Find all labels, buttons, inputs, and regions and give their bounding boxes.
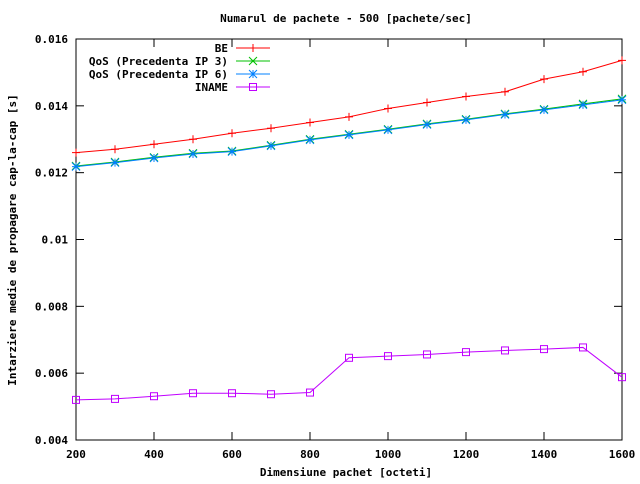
data-point <box>462 92 470 101</box>
data-point <box>188 149 198 159</box>
marker-stroke <box>344 130 354 140</box>
legend-label: BE <box>215 42 228 55</box>
data-point <box>72 148 80 157</box>
x-tick-label: 1600 <box>609 448 636 461</box>
data-point <box>150 140 158 149</box>
data-point <box>618 373 626 382</box>
y-tick-label: 0.014 <box>35 100 68 113</box>
x-tick-label: 800 <box>300 448 320 461</box>
data-point <box>111 394 119 403</box>
y-tick-label: 0.016 <box>35 33 68 46</box>
legend-marker <box>248 56 258 66</box>
data-point <box>539 105 549 115</box>
x-tick-label: 200 <box>66 448 86 461</box>
y-tick-label: 0.01 <box>42 234 69 247</box>
data-point <box>501 346 509 355</box>
chart-title: Numarul de pachete - 500 [pachete/sec] <box>220 12 472 25</box>
data-point <box>305 135 315 145</box>
data-point <box>540 345 548 354</box>
marker-stroke <box>461 115 471 125</box>
marker-stroke <box>266 141 276 151</box>
data-point <box>150 392 158 401</box>
y-tick-label: 0.006 <box>35 367 68 380</box>
data-point <box>110 158 120 167</box>
legend-marker <box>249 44 257 52</box>
marker-stroke <box>110 158 120 167</box>
series-0 <box>72 56 626 157</box>
data-point <box>345 112 353 121</box>
y-tick-label: 0.012 <box>35 167 68 180</box>
data-point <box>189 135 197 144</box>
data-point <box>306 118 314 127</box>
data-point <box>344 130 354 140</box>
legend-label: QoS (Precedenta IP 6) <box>89 68 228 81</box>
marker-stroke <box>422 120 432 129</box>
x-tick-label: 1200 <box>453 448 480 461</box>
legend-label: QoS (Precedenta IP 3) <box>89 55 228 68</box>
marker-stroke <box>383 125 393 135</box>
data-point <box>267 390 275 399</box>
marker-stroke <box>71 162 81 172</box>
data-point <box>345 353 353 362</box>
axes-layer: 0.004 0.006 0.008 0.01 0.012 0.014 0.016 200 400… <box>35 33 635 461</box>
x-tick-label: 1000 <box>375 448 402 461</box>
x-axis-label: Dimensiune pachet [octeti] <box>260 466 432 479</box>
data-point <box>578 100 588 110</box>
marker-stroke <box>188 149 198 159</box>
data-point <box>227 147 237 156</box>
data-point <box>423 350 431 359</box>
data-point <box>111 145 119 154</box>
data-point <box>617 95 627 105</box>
data-point <box>306 388 314 397</box>
data-point <box>500 110 510 119</box>
x-tick-label: 400 <box>144 448 164 461</box>
marker-stroke <box>539 105 549 115</box>
data-point <box>72 395 80 404</box>
marker-stroke <box>248 56 258 66</box>
marker-stroke <box>500 110 510 119</box>
data-point <box>383 125 393 135</box>
data-point <box>267 124 275 133</box>
x-tick-label: 600 <box>222 448 242 461</box>
data-point <box>266 141 276 151</box>
data-point <box>618 56 626 65</box>
legend-label: INAME <box>195 81 228 94</box>
x-tick-label: 1400 <box>531 448 558 461</box>
data-point <box>579 67 587 76</box>
data-point <box>228 129 236 138</box>
data-point <box>579 343 587 352</box>
series-layer <box>71 56 627 404</box>
data-point <box>149 153 159 163</box>
data-point <box>228 389 236 398</box>
data-point <box>423 98 431 107</box>
data-point <box>384 104 392 113</box>
marker-stroke <box>149 153 159 163</box>
data-point <box>422 120 432 129</box>
data-point <box>462 348 470 357</box>
y-tick-label: 0.008 <box>35 300 68 313</box>
series-3 <box>72 343 626 404</box>
series-2 <box>71 95 627 172</box>
data-point <box>71 162 81 172</box>
data-point <box>384 352 392 361</box>
series-line <box>75 346 623 401</box>
data-point <box>461 115 471 125</box>
marker-stroke <box>227 147 237 156</box>
y-tick-label: 0.004 <box>35 434 68 447</box>
marker-stroke <box>248 69 258 79</box>
data-point <box>501 87 509 96</box>
legend-marker <box>248 69 258 79</box>
y-axis-label: Intarziere medie de propagare cap-la-cap… <box>6 94 19 385</box>
data-point <box>540 75 548 84</box>
marker-stroke <box>305 135 315 145</box>
legend-marker <box>249 83 257 91</box>
marker-stroke <box>578 100 588 110</box>
data-point <box>189 389 197 398</box>
marker-stroke <box>617 95 627 105</box>
